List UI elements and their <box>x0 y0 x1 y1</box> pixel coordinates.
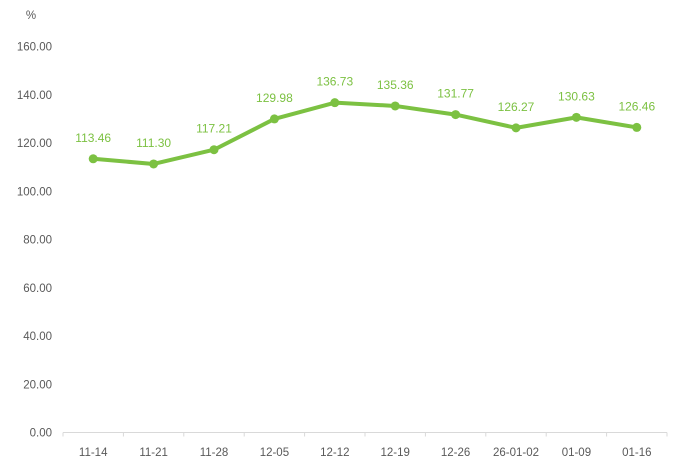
data-point-label: 111.30 <box>136 136 171 150</box>
data-point-marker <box>451 110 461 120</box>
x-tick-label: 12-19 <box>380 447 409 459</box>
x-tick-label: 12-05 <box>260 447 289 459</box>
x-tick-label: 12-26 <box>441 447 470 459</box>
data-point-marker <box>269 114 279 124</box>
data-point-label: 126.46 <box>618 99 655 113</box>
x-tick-label: 01-16 <box>622 447 651 459</box>
data-point-label: 130.63 <box>558 89 595 103</box>
data-point-label: 131.77 <box>437 87 474 101</box>
y-tick-label: 100.00 <box>17 186 52 198</box>
data-point-marker <box>632 122 642 132</box>
y-tick-label: 140.00 <box>17 90 52 102</box>
y-tick-label: 120.00 <box>17 138 52 150</box>
series-line <box>91 100 639 166</box>
x-tick-label: 11-14 <box>79 447 108 459</box>
data-point-marker <box>330 98 340 108</box>
y-tick-label: 40.00 <box>23 331 52 343</box>
x-tick-label: 26-01-02 <box>493 447 539 459</box>
y-tick-label: 80.00 <box>23 235 52 247</box>
y-tick-label: 160.00 <box>17 42 52 54</box>
data-point-label: 136.73 <box>316 75 353 89</box>
data-point-label: 113.46 <box>75 131 111 145</box>
y-tick-label: 60.00 <box>23 283 52 295</box>
x-tick-label: 01-09 <box>562 447 591 459</box>
x-tick-label: 12-12 <box>320 447 349 459</box>
data-point-marker <box>209 145 219 155</box>
data-point-label: 126.27 <box>498 100 535 114</box>
data-point-marker <box>511 123 521 133</box>
data-point-label: 117.21 <box>196 122 232 136</box>
y-tick-label: 0.00 <box>30 428 52 440</box>
data-point-label: 129.98 <box>256 91 293 105</box>
data-point-label: 135.36 <box>377 78 414 92</box>
x-tick-label: 11-28 <box>200 447 229 459</box>
data-point-marker <box>571 112 581 122</box>
data-point-marker <box>88 154 98 164</box>
data-point-marker <box>149 159 159 169</box>
y-axis-unit-label: % <box>26 10 36 22</box>
y-tick-label: 20.00 <box>23 379 52 391</box>
x-tick-label: 11-21 <box>139 447 168 459</box>
data-point-marker <box>390 101 400 111</box>
